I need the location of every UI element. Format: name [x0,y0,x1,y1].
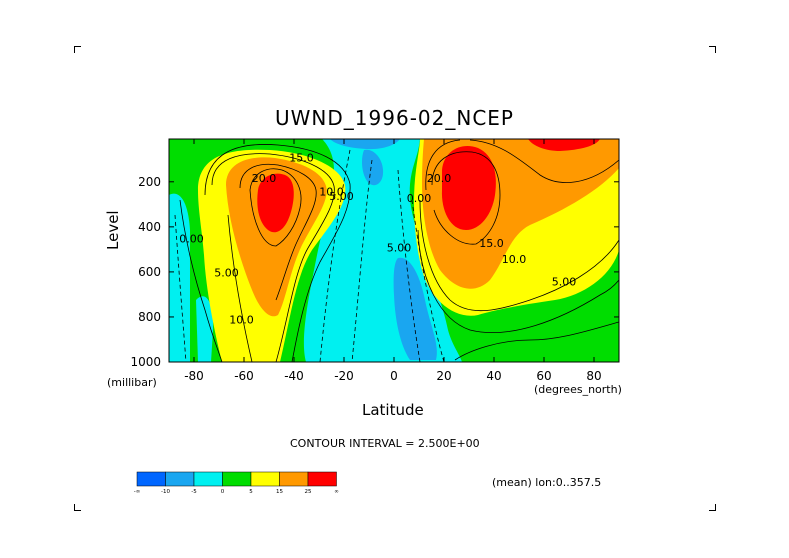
x-tick-label: 40 [486,369,501,383]
negative-contour-line [174,214,187,362]
south-jet-orange [226,157,327,317]
contour-label: 5.00 [387,242,412,255]
y-axis-unit: (millibar) [107,376,157,389]
colorbar-tick-label: -5 [191,489,197,495]
colorbar-tick-label: ∞ [334,489,339,495]
x-tick-label: 0 [390,369,398,383]
contour-line [249,168,302,247]
y-tick-label: 800 [138,310,161,324]
x-ticks: -80 -60 -40 -20 0 20 40 60 80 [184,139,602,383]
region-tropical-blue-upper [362,149,384,186]
contour-line [179,199,223,362]
contour-label: 10.0 [319,185,344,198]
contour-line [417,229,619,334]
contour-label: 5.00 [552,275,577,288]
polar-jet-core [528,139,600,151]
x-axis-label: Latitude [362,401,424,419]
corner-mark-top-left [74,46,81,53]
y-tick-label: 1000 [130,355,161,369]
x-tick-label: 20 [436,369,451,383]
x-tick-label: 60 [536,369,551,383]
contour-label: 5.00 [329,190,354,203]
colorbar-tick-label: 5 [249,489,253,495]
corner-mark-top-right [709,46,716,53]
contour-line [454,321,619,361]
colorbar-swatch [279,471,309,487]
negative-contour-lines [174,149,445,362]
negative-contour-line [411,199,445,362]
x-tick-label: -20 [334,369,354,383]
y-tick-label: 400 [138,220,161,234]
contour-line [211,153,335,362]
x-tick-label: 80 [586,369,601,383]
negative-contour-line [397,169,421,362]
y-tick-label: 600 [138,265,161,279]
contour-line [425,139,619,191]
colorbar: -∞ -10 -5 0 5 15 25 ∞ [134,471,339,495]
region-tropical-blue-lower [393,257,437,360]
contour-label: 15.0 [479,237,504,250]
x-tick-label: -60 [234,369,254,383]
region-south-polar-cyan-2 [196,296,214,362]
contour-line [227,214,253,362]
colorbar-swatch [222,471,252,487]
contour-label: 10.0 [502,253,527,266]
contour-labels: 20.015.010.05.000.005.0010.00.005.0020.0… [179,152,576,327]
contour-label: 0.00 [179,233,204,246]
y-ticks: 200 400 600 800 1000 [130,175,619,369]
contour-label: 15.0 [289,152,314,165]
corner-mark-bottom-left [74,504,81,511]
region-tropopause-blue [330,139,400,150]
corner-mark-bottom-right [709,504,716,511]
negative-contour-line [319,149,351,362]
contour-label: 5.00 [214,266,239,279]
colorbar-swatch [193,471,223,487]
mean-annotation: (mean) lon:0..357.5 [492,476,602,489]
colorbar-swatch [136,471,166,487]
colorbar-swatch [307,471,337,487]
contour-line [431,151,501,245]
contour-interval-text: CONTOUR INTERVAL = 2.500E+00 [290,437,480,450]
plot-area [169,139,619,362]
x-tick-label: -80 [184,369,204,383]
colorbar-tick-label: -10 [161,489,170,495]
chart-title: UWND_1996-02_NCEP [275,106,514,130]
colorbar-swatch [165,471,195,487]
contour-line [204,144,351,362]
south-jet-core [257,173,294,233]
contour-label: 20.0 [427,172,452,185]
contour-lines [179,139,619,362]
x-tick-label: -40 [284,369,304,383]
contour-line [419,199,619,312]
contour-label: 0.00 [407,192,432,205]
colorbar-tick-label: 0 [221,489,225,495]
y-tick-label: 200 [138,175,161,189]
colorbar-tick-label: 25 [305,489,312,495]
colorbar-tick-label: -∞ [134,489,141,495]
contour-label: 20.0 [252,172,277,185]
contour-label: 10.0 [229,314,254,327]
north-jet-core [441,146,496,230]
x-axis-unit: (degrees_north) [534,383,622,396]
colorbar-tick-label: 15 [276,489,283,495]
colorbar-swatch [250,471,280,487]
contour-line [239,163,317,301]
